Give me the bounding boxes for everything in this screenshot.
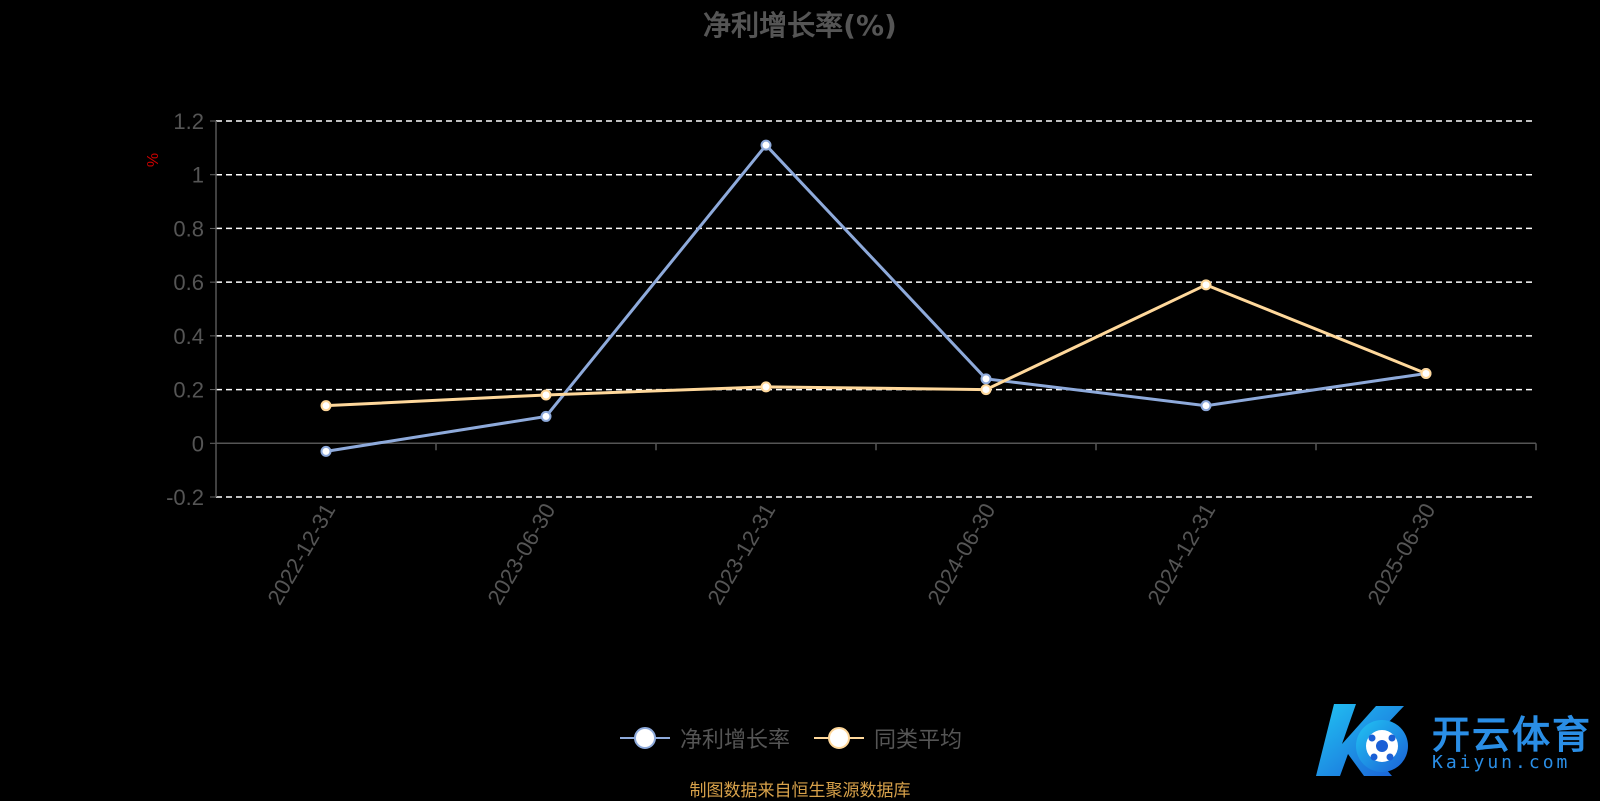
legend-item-peer-average[interactable]: 同类平均 [814, 722, 962, 754]
y-tick-label: 0.4 [173, 324, 204, 349]
legend-item-net-profit-growth[interactable]: 净利增长率 [620, 722, 790, 754]
series-line-0 [325, 142, 1427, 453]
data-point[interactable] [320, 445, 332, 457]
x-tick-labels: 2022-12-31 2023-06-30 2023-12-31 2024-06-30… [262, 499, 1440, 609]
legend-marker-icon [620, 727, 670, 749]
data-source-note: 制图数据来自恒生聚源数据库 [689, 781, 911, 801]
brand-name-cn: 开云体育 [1432, 713, 1593, 757]
y-tick-label: -0.2 [166, 485, 204, 510]
legend-label: 净利增长率 [680, 728, 791, 753]
data-point[interactable] [1200, 279, 1212, 291]
x-tick-label: 2023-06-30 [482, 499, 560, 609]
series-layer [320, 139, 1432, 457]
y-tick-labels: -0.2 0 0.2 0.4 0.6 0.8 1 1.2 [166, 109, 204, 510]
x-tick-label: 2022-12-31 [262, 499, 340, 609]
grid-lines [216, 120, 1536, 498]
data-point[interactable] [760, 381, 772, 393]
brand-name-en: Kaiyun.com [1432, 752, 1571, 773]
axes [210, 120, 1537, 498]
x-tick-label: 2023-12-31 [702, 499, 780, 609]
legend: 净利增长率 同类平均 [620, 718, 986, 758]
data-point[interactable] [760, 139, 772, 151]
data-point[interactable] [320, 400, 332, 412]
data-point[interactable] [980, 384, 992, 396]
y-tick-label: 0.2 [173, 378, 204, 403]
x-tick-label: 2025-06-30 [1362, 499, 1440, 609]
kaiyun-logo-icon [1316, 704, 1408, 776]
data-point[interactable] [1420, 367, 1432, 379]
data-point[interactable] [540, 389, 552, 401]
series-line-1 [325, 283, 1427, 408]
legend-label: 同类平均 [874, 728, 963, 753]
legend-marker-icon [814, 727, 865, 749]
y-tick-label: 1 [192, 163, 204, 188]
y-tick-label: 0.8 [173, 216, 204, 241]
x-tick-label: 2024-12-31 [1142, 499, 1220, 609]
data-point[interactable] [980, 373, 992, 385]
x-tick-label: 2024-06-30 [922, 499, 1000, 609]
y-tick-label: 0 [192, 431, 204, 456]
data-point[interactable] [540, 410, 552, 422]
chart-title: 净利增长率(%) [703, 9, 897, 42]
y-axis-label: % [145, 153, 162, 167]
data-point[interactable] [1200, 400, 1212, 412]
y-tick-label: 0.6 [173, 270, 204, 295]
y-tick-label: 1.2 [173, 109, 204, 134]
